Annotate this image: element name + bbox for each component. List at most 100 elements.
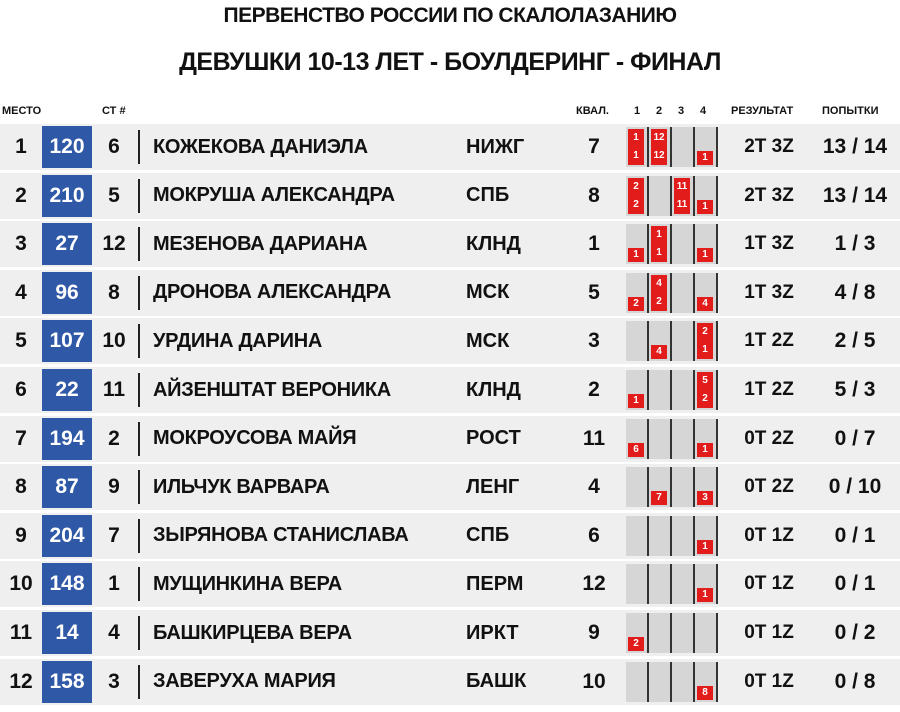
qualification-rank: 5 <box>588 280 600 304</box>
boulder-divider <box>716 175 718 216</box>
boulder-divider <box>670 127 672 167</box>
start-number-cell: 7 <box>108 523 120 547</box>
team-cell: МСК <box>466 281 510 304</box>
column-divider <box>138 275 140 310</box>
table-row: 11 14 4 БАШКИРЦЕВА ВЕРА ИРКТ 9 2 0T 1Z 0 / 2 <box>0 610 900 656</box>
boulder-divider <box>670 613 672 653</box>
start-number-cell: 12 <box>102 232 126 256</box>
qualification-rank: 10 <box>582 669 606 693</box>
table-row: 12 158 3 ЗАВЕРУХА МАРИЯ БАШК 10 8 0T 1Z 0 / 8 <box>0 658 900 705</box>
header-place: МЕСТО <box>2 105 42 117</box>
column-divider <box>138 616 140 650</box>
zone-attempts-box: 1 <box>697 539 713 554</box>
start-number-cell: 1 <box>108 572 120 596</box>
attempts-cell: 13 / 14 <box>822 135 888 158</box>
attempts-cell: 2 / 5 <box>834 329 876 353</box>
team-cell: ИРКТ <box>466 621 519 644</box>
qualification-rank: 2 <box>588 378 600 401</box>
boulder-1-cell: 1 <box>626 224 647 265</box>
bib-badge: 14 <box>42 612 92 654</box>
place-cell: 5 <box>15 329 27 353</box>
zone-attempts-box: 4 <box>697 296 713 311</box>
zone-attempts-box: 1 <box>697 248 713 263</box>
column-divider <box>138 373 140 407</box>
start-number-cell: 5 <box>108 183 120 207</box>
top-attempts-box: 12 <box>651 129 667 147</box>
boulder-3-cell <box>672 272 693 313</box>
boulder-divider <box>670 418 672 459</box>
team-cell: КЛНД <box>466 232 521 255</box>
boulder-1-cell: 2 <box>626 613 647 653</box>
boulder-divider <box>716 127 718 167</box>
header-boulder-3: 3 <box>678 105 685 117</box>
boulder-3-cell <box>672 370 693 410</box>
zone-attempts-box: 1 <box>628 248 644 263</box>
boulder-4-cell: 1 <box>695 515 716 556</box>
header-boulder-4: 4 <box>700 105 707 117</box>
boulder-divider <box>647 272 649 313</box>
boulder-4-cell <box>695 613 716 653</box>
zone-attempts-box: 2 <box>628 296 644 311</box>
top-attempts-box: 1 <box>651 226 667 245</box>
boulder-3-cell <box>672 564 693 605</box>
attempts-cell: 5 / 3 <box>834 378 876 401</box>
column-divider <box>138 178 140 213</box>
result-cell: 0T 1Z <box>744 622 794 643</box>
table-row: 1 120 6 КОЖЕКОВА ДАНИЭЛА НИЖГ 7 1 1 12 12 1 2T 3Z 13… <box>0 124 900 170</box>
result-cell: 2T 3Z <box>744 184 794 206</box>
zone-attempts-box: 1 <box>697 199 713 214</box>
boulder-divider <box>693 564 695 605</box>
result-cell: 1T 3Z <box>744 233 794 255</box>
boulder-3-cell <box>672 321 693 362</box>
boulder-divider <box>670 370 672 410</box>
place-cell: 1 <box>15 135 27 158</box>
boulder-3-cell <box>672 127 693 167</box>
qualification-rank: 3 <box>588 329 600 353</box>
qualification-rank: 4 <box>588 475 600 499</box>
boulder-attempts: 8 <box>626 661 718 702</box>
boulder-4-cell: 4 <box>695 272 716 313</box>
bib-badge: 204 <box>42 514 92 557</box>
attempts-cell: 13 / 14 <box>822 183 888 207</box>
boulder-divider <box>693 418 695 459</box>
zone-attempts-box: 8 <box>697 685 713 700</box>
boulder-divider <box>693 127 695 167</box>
place-cell: 8 <box>15 475 27 499</box>
qualification-rank: 1 <box>588 232 600 256</box>
boulder-divider <box>670 224 672 265</box>
result-cell: 0T 2Z <box>744 427 794 449</box>
place-cell: 10 <box>9 572 33 596</box>
place-cell: 3 <box>15 232 27 256</box>
athlete-name: МОКРОУСОВА МАЙЯ <box>153 427 357 450</box>
attempts-cell: 0 / 10 <box>828 475 882 499</box>
boulder-2-cell: 4 <box>649 321 670 362</box>
result-cell: 1T 2Z <box>744 330 794 352</box>
qualification-rank: 8 <box>588 183 600 207</box>
top-attempts-box: 1 <box>628 129 644 147</box>
boulder-divider <box>716 370 718 410</box>
place-cell: 9 <box>15 523 27 547</box>
zone-attempts-box: 3 <box>697 491 713 506</box>
zone-attempts-box: 1 <box>628 147 644 165</box>
header-boulder-2: 2 <box>656 105 663 117</box>
table-row: 10 148 1 МУЩИНКИНА ВЕРА ПЕРМ 12 1 0T 1Z 0 / 1 <box>0 561 900 608</box>
place-cell: 4 <box>15 280 27 304</box>
zone-attempts-box: 1 <box>697 588 713 603</box>
boulder-4-cell: 1 <box>695 127 716 167</box>
boulder-2-cell: 12 12 <box>649 127 670 167</box>
athlete-name: МУЩИНКИНА ВЕРА <box>153 572 342 595</box>
athlete-name: АЙЗЕНШТАТ ВЕРОНИКА <box>153 378 391 401</box>
bib-badge: 87 <box>42 466 92 509</box>
bib-badge: 120 <box>42 126 92 168</box>
zone-attempts-box: 6 <box>628 442 644 457</box>
boulder-3-cell <box>672 418 693 459</box>
top-attempts-box: 2 <box>628 177 644 196</box>
boulder-divider <box>647 613 649 653</box>
zone-attempts-box: 1 <box>697 442 713 457</box>
boulder-2-cell <box>649 613 670 653</box>
start-number-cell: 9 <box>108 475 120 499</box>
